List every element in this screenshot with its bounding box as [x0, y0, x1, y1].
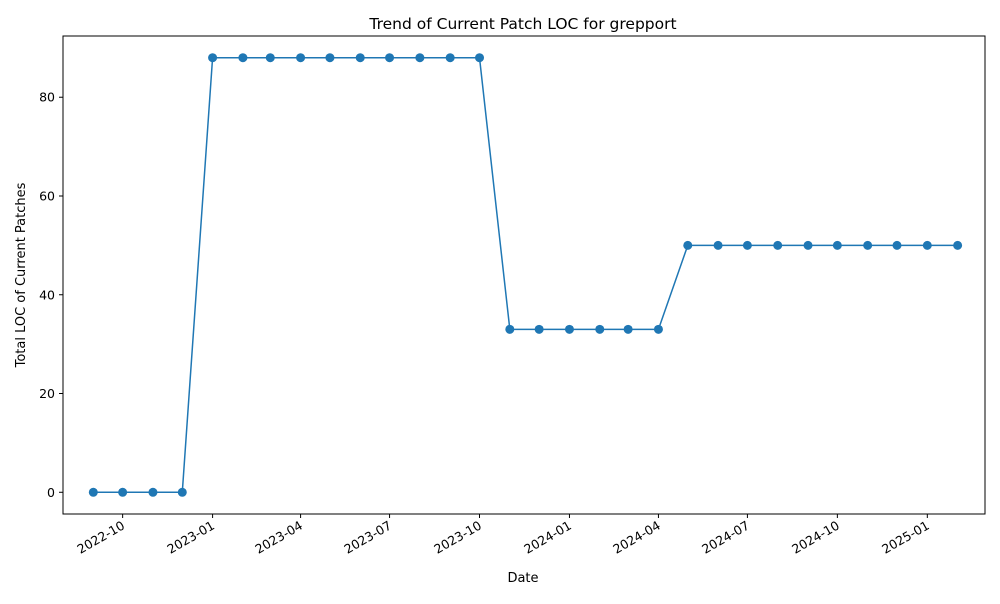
data-point — [742, 240, 752, 250]
y-tick-label: 20 — [39, 386, 55, 401]
data-point — [148, 487, 158, 497]
y-tick-label: 60 — [39, 188, 55, 203]
data-point — [564, 324, 574, 334]
data-point — [475, 53, 485, 63]
y-tick-label: 0 — [47, 485, 55, 500]
plot-frame — [62, 35, 986, 515]
data-point — [863, 240, 873, 250]
data-point — [385, 53, 395, 63]
data-point — [832, 240, 842, 250]
data-point — [265, 53, 275, 63]
data-point — [355, 53, 365, 63]
chart-title: Trend of Current Patch LOC for grepport — [368, 15, 676, 33]
series-line — [93, 56, 958, 494]
data-point — [803, 240, 813, 250]
data-point — [208, 53, 218, 63]
y-axis-label: Total LOC of Current Patches — [14, 182, 29, 368]
data-point — [534, 324, 544, 334]
data-point — [177, 487, 187, 497]
data-point — [713, 240, 723, 250]
data-point — [773, 240, 783, 250]
data-point — [238, 53, 248, 63]
data-point — [922, 240, 932, 250]
data-point — [953, 240, 963, 250]
data-point — [623, 324, 633, 334]
data-point — [683, 240, 693, 250]
data-point — [118, 487, 128, 497]
y-tick-label: 40 — [39, 287, 55, 302]
y-tick-label: 80 — [39, 90, 55, 105]
data-point — [653, 324, 663, 334]
data-point — [296, 53, 306, 63]
x-axis-label: Date — [507, 571, 538, 586]
data-point — [325, 53, 335, 63]
y-axis: 0 20 40 60 80 — [39, 90, 63, 500]
data-point — [445, 53, 455, 63]
data-point — [88, 487, 98, 497]
plot-area — [88, 53, 963, 497]
data-point — [415, 53, 425, 63]
data-point — [505, 324, 515, 334]
data-point — [595, 324, 605, 334]
data-point — [892, 240, 902, 250]
